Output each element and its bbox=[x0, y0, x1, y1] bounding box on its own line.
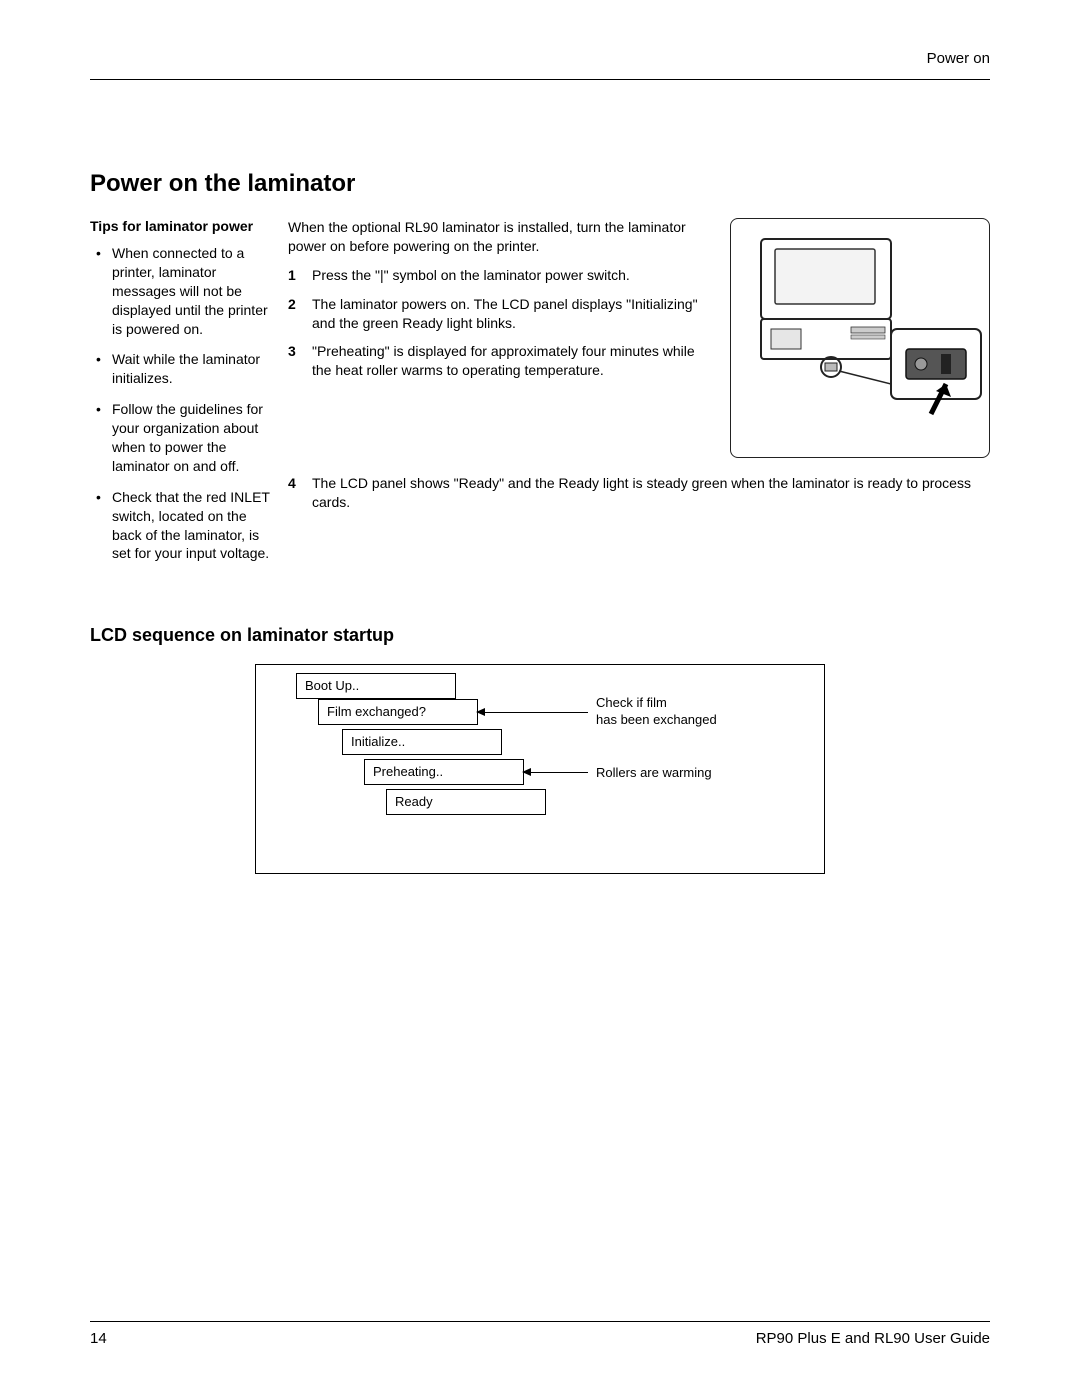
lcd-stage-box: Film exchanged? bbox=[318, 699, 478, 725]
diagram-annotation: Rollers are warming bbox=[596, 765, 712, 782]
diagram-annotation: Check if filmhas been exchanged bbox=[596, 695, 717, 729]
laminator-figure bbox=[730, 218, 990, 458]
intro-paragraph: When the optional RL90 laminator is inst… bbox=[288, 218, 716, 256]
subsection-title: LCD sequence on laminator startup bbox=[90, 625, 990, 646]
page-number: 14 bbox=[90, 1330, 107, 1347]
sidebar-title: Tips for laminator power bbox=[90, 218, 270, 234]
lcd-stage-box: Ready bbox=[386, 789, 546, 815]
lcd-stage-box: Preheating.. bbox=[364, 759, 524, 785]
header-section-label: Power on bbox=[90, 50, 990, 67]
bottom-rule bbox=[90, 1321, 990, 1322]
step-item: 4The LCD panel shows "Ready" and the Rea… bbox=[312, 474, 990, 512]
sidebar-tip: When connected to a printer, laminator m… bbox=[112, 244, 270, 338]
lcd-sequence-diagram: Boot Up..Film exchanged? Initialize.. Preh… bbox=[255, 664, 825, 874]
step-item: 3"Preheating" is displayed for approxima… bbox=[312, 342, 716, 380]
page-title: Power on the laminator bbox=[90, 170, 990, 198]
step-text: Press the "|" symbol on the laminator po… bbox=[312, 267, 630, 283]
guide-name: RP90 Plus E and RL90 User Guide bbox=[756, 1330, 990, 1347]
step-text: "Preheating" is displayed for approximat… bbox=[312, 343, 695, 378]
lcd-stage-box: Boot Up.. bbox=[296, 673, 456, 699]
step-text: The LCD panel shows "Ready" and the Read… bbox=[312, 475, 971, 510]
diagram-arrow-head bbox=[476, 708, 485, 716]
lcd-stage-box: Initialize.. bbox=[342, 729, 502, 755]
step-text: The laminator powers on. The LCD panel d… bbox=[312, 296, 698, 331]
step-item: 1Press the "|" symbol on the laminator p… bbox=[312, 266, 716, 285]
tips-sidebar: Tips for laminator power When connected … bbox=[90, 218, 270, 575]
diagram-arrow-line bbox=[524, 772, 588, 773]
sidebar-tip: Wait while the laminator initializes. bbox=[112, 350, 270, 388]
top-rule bbox=[90, 79, 990, 80]
step-item: 2The laminator powers on. The LCD panel … bbox=[312, 295, 716, 333]
laminator-illustration bbox=[731, 219, 990, 458]
sidebar-tip: Check that the red INLET switch, located… bbox=[112, 488, 270, 564]
sidebar-tip: Follow the guidelines for your organizat… bbox=[112, 400, 270, 476]
page-footer: 14 RP90 Plus E and RL90 User Guide bbox=[90, 1321, 990, 1347]
diagram-arrow-head bbox=[522, 768, 531, 776]
diagram-arrow-line bbox=[478, 712, 588, 713]
